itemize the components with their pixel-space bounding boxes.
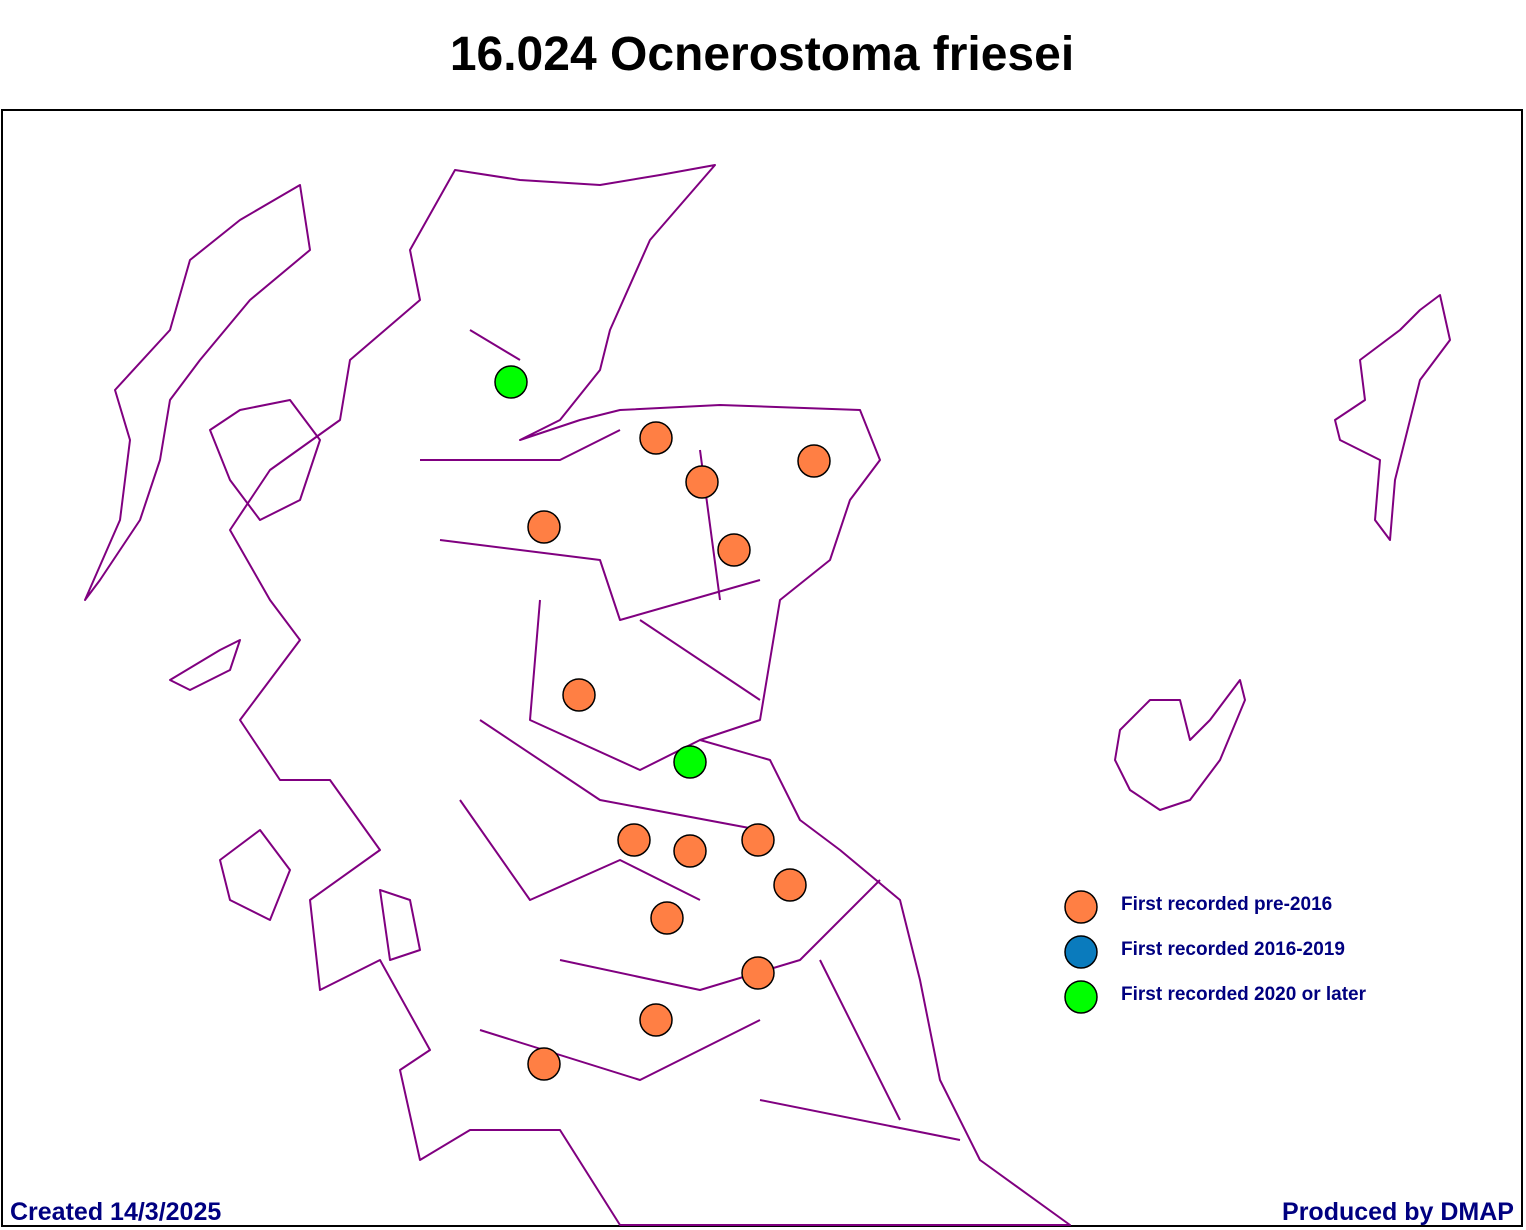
map-title: 16.024 Ocnerostoma friesei: [450, 28, 1074, 81]
record-dot: [650, 901, 684, 935]
vice-county-boundaries: [420, 329, 961, 1141]
record-dot: [741, 956, 775, 990]
record-dot: [562, 678, 596, 712]
record-dot: [685, 465, 719, 499]
skye: [209, 399, 321, 521]
record-dot: [617, 823, 651, 857]
record-dot: [717, 533, 751, 567]
legend-label: First recorded pre-2016: [1121, 894, 1332, 915]
legend-symbol: [1064, 890, 1098, 924]
record-dot: [673, 834, 707, 868]
legend-label: First recorded 2020 or later: [1121, 984, 1367, 1005]
base-map: [84, 164, 1451, 1226]
record-dot: [639, 421, 673, 455]
outer-hebrides: [84, 184, 311, 601]
legend-symbol: [1064, 935, 1098, 969]
record-dot: [527, 510, 561, 544]
record-dots: [494, 365, 831, 1081]
mull: [169, 639, 241, 691]
mainland-outline: [229, 164, 1071, 1226]
legend: First recorded pre-2016 First recorded 20…: [1064, 890, 1367, 1014]
arran-islay: [219, 829, 421, 961]
legend-label: First recorded 2016-2019: [1121, 939, 1345, 960]
producer: Produced by DMAP: [1282, 1198, 1514, 1226]
record-dot: [741, 823, 775, 857]
shetland: [1334, 294, 1451, 541]
record-dot: [494, 365, 528, 399]
legend-symbol: [1064, 980, 1098, 1014]
record-dot: [797, 444, 831, 478]
record-dot: [527, 1047, 561, 1081]
record-dot: [639, 1003, 673, 1037]
record-dot: [773, 868, 807, 902]
created-date: Created 14/3/2025: [10, 1198, 221, 1226]
record-dot: [673, 745, 707, 779]
orkney: [1114, 679, 1246, 811]
